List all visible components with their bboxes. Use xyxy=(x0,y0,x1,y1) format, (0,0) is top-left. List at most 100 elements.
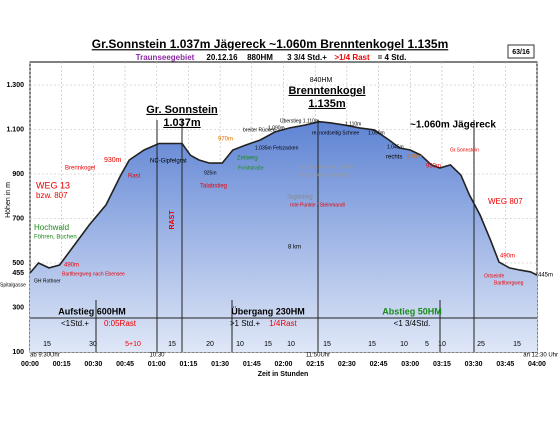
annotation: Gr.Sonnstein xyxy=(450,147,479,153)
annotation: 1.110m xyxy=(345,121,361,127)
duration-label: 15 xyxy=(368,341,376,348)
clock-label: 11:50Uhr xyxy=(306,353,330,359)
subtitle: 880HM xyxy=(247,53,273,62)
y-tick-label: 455 xyxy=(12,270,24,277)
x-tick-label: 03:00 xyxy=(401,361,419,368)
clock-label: ab 9:30Uhr xyxy=(30,353,60,359)
x-tick-label: 02:00 xyxy=(275,361,293,368)
annotation: WEG 13 xyxy=(36,180,70,190)
annotation: 970m xyxy=(407,155,422,161)
y-axis-label: Höhen in m xyxy=(5,182,12,218)
clock-label: an 12:30 Uhr xyxy=(523,353,558,359)
annotation: 970m xyxy=(218,137,233,143)
annotation: ab dem Rücken 1.070m xyxy=(300,164,353,170)
duration-label: 15 xyxy=(513,341,521,348)
duration-label: 20 xyxy=(206,341,214,348)
duration-label: 15 xyxy=(264,341,272,348)
subtitle: 3 3/4 Std.+ xyxy=(287,53,327,62)
annotation: breiter Rücken xyxy=(243,127,276,133)
section-label: 1/4Rast xyxy=(269,319,297,328)
x-tick-label: 01:15 xyxy=(179,361,197,368)
x-tick-label: 01:30 xyxy=(211,361,229,368)
section-label: Übergang 230HM xyxy=(231,306,305,316)
x-axis-label: Zeit in Stunden xyxy=(258,371,309,378)
annotation: 8 km xyxy=(288,245,301,251)
annotation: 445m xyxy=(538,273,553,279)
annotation: Forststraße xyxy=(238,165,264,171)
section-label: 0:05Rast xyxy=(104,319,137,328)
annotation: Bartlbergweg nach Ebensee xyxy=(62,271,125,277)
annotation: 1.090m xyxy=(268,125,285,131)
annotation: Bartlbergweg xyxy=(494,280,524,286)
annotation: Talabstieg xyxy=(200,184,227,190)
annotation: rote Punkte / Steinmandl xyxy=(290,202,345,208)
subtitle: 20.12.16 xyxy=(206,53,238,62)
y-tick-label: 500 xyxy=(12,260,24,267)
annotation: 1.035m Felszacken xyxy=(255,145,299,151)
peak-label: 1.135m xyxy=(308,98,346,110)
subtitle: Traunseegebiet xyxy=(136,53,195,62)
annotation: 490m xyxy=(64,263,79,269)
badge: 63/16 xyxy=(512,49,530,56)
duration-label: 25 xyxy=(477,341,485,348)
annotation: re. nordseitig Schnee xyxy=(312,130,359,136)
duration-label: 5 xyxy=(425,341,429,348)
x-tick-label: 02:15 xyxy=(306,361,324,368)
section-label: <1Std.+ xyxy=(61,319,89,328)
peak-label: 840HM xyxy=(310,77,333,84)
duration-label: 10 xyxy=(236,341,244,348)
annotation: Jagdsteig xyxy=(287,195,313,201)
y-tick-label: 1.300 xyxy=(6,82,24,89)
annotation: WEG 807 xyxy=(488,197,523,206)
y-tick-label: 1.100 xyxy=(6,126,24,133)
duration-label: 15 xyxy=(168,341,176,348)
x-tick-label: 04:00 xyxy=(528,361,546,368)
annotation: Brennkogel xyxy=(65,166,95,172)
peak-label: 1.037m xyxy=(163,117,201,129)
annotation: Ortseinfe xyxy=(484,273,505,279)
x-tick-label: 02:30 xyxy=(338,361,356,368)
x-tick-label: 00:30 xyxy=(84,361,102,368)
section-label: >1 Std.+ xyxy=(230,319,261,328)
duration-label: 10 xyxy=(438,341,446,348)
subtitle: = 4 Std. xyxy=(378,53,407,62)
annotation: Hochwald xyxy=(34,223,69,232)
x-tick-label: 03:30 xyxy=(465,361,483,368)
subtitle: >1/4 Rast xyxy=(334,53,370,62)
x-tick-label: 00:00 xyxy=(21,361,39,368)
x-tick-label: 00:15 xyxy=(53,361,71,368)
y-tick-label: 900 xyxy=(12,171,24,178)
x-tick-label: 02:45 xyxy=(370,361,388,368)
duration-label: 15 xyxy=(43,341,51,348)
annotation: rechts xyxy=(386,155,402,161)
annotation: GH Rothner xyxy=(34,278,61,284)
x-tick-label: 01:45 xyxy=(243,361,261,368)
peak-label: ~1.060m Jägereck xyxy=(410,120,496,131)
duration-label: 10 xyxy=(400,341,408,348)
annotation: 1.090m xyxy=(368,130,385,136)
clock-label: 10:30 xyxy=(149,353,165,359)
annotation: bzw. 807 xyxy=(36,191,68,200)
section-label: Aufstieg 600HM xyxy=(58,306,126,316)
annotation: NC-Gipfelgrat xyxy=(150,159,187,165)
peak-label: Gr. Sonnstein xyxy=(146,104,218,116)
annotation: Föhren, Buchen xyxy=(34,235,77,241)
peak-label: Brenntenkogel xyxy=(288,85,365,97)
section-label: <1 3/4Std. xyxy=(394,319,431,328)
x-tick-label: 03:45 xyxy=(496,361,514,368)
duration-label: 10 xyxy=(287,341,295,348)
title: Gr.Sonnstein 1.037m Jägereck ~1.060m Bre… xyxy=(92,37,449,51)
badge-box xyxy=(507,44,535,59)
annotation: Gr.Zacken li. umgehen xyxy=(300,172,351,178)
duration-label: 30 xyxy=(89,341,97,348)
x-tick-label: 01:00 xyxy=(148,361,166,368)
x-tick-label: 00:45 xyxy=(116,361,134,368)
y-tick-label: 100 xyxy=(12,349,24,356)
annotation: 930m xyxy=(426,164,441,170)
annotation: 1.045m xyxy=(387,144,404,150)
annotation: RAST xyxy=(169,210,176,230)
duration-label: 15 xyxy=(323,341,331,348)
duration-label: 5+10 xyxy=(125,341,141,348)
y-tick-label: 300 xyxy=(12,304,24,311)
